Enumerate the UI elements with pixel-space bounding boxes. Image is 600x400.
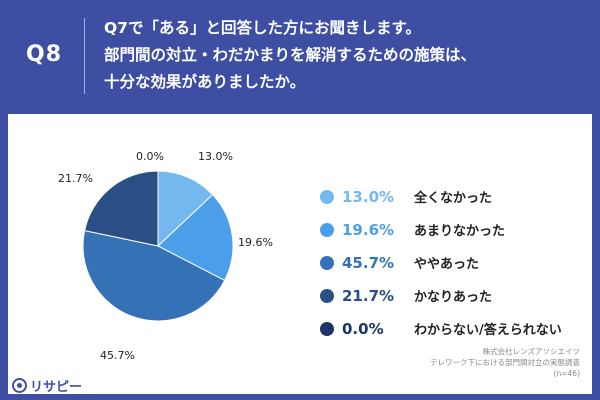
pie-slice-4 (84, 170, 159, 247)
pie-chart (82, 170, 234, 322)
legend-percent: 13.0% (342, 187, 395, 206)
legend-swatch (320, 321, 334, 336)
legend-swatch (320, 255, 334, 270)
pie-slice-3 (82, 229, 226, 322)
pie-data-label-4: 21.7% (58, 172, 93, 185)
pie-data-label-5: 0.0% (136, 150, 164, 163)
legend-label: あまりなかった (414, 224, 506, 239)
pie-data-label-3: 45.7% (100, 349, 135, 362)
legend-item-1: 13.0% 全くなかった (320, 180, 562, 213)
legend-item-4: 21.7% かなりあった (320, 279, 562, 312)
brand-logo: リサピー (12, 376, 82, 395)
legend-percent: 21.7% (342, 286, 395, 305)
question-text: Q7で「ある」と回答した方にお聞きします。 部門間の対立・わだかまりを解消するた… (104, 15, 584, 96)
pie-data-label-1: 13.0% (198, 150, 233, 163)
question-line-1: Q7で「ある」と回答した方にお聞きします。 (104, 19, 421, 37)
question-line-2: 部門間の対立・わだかまりを解消するための施策は、 (104, 46, 477, 64)
credit-survey-title: テレワーク下における部門間対立の実態調査 (430, 358, 580, 367)
header-divider (84, 18, 85, 94)
pie-slice-2 (157, 193, 234, 282)
chart-panel: 13.0% 19.6% 45.7% 21.7% 0.0% 13.0% 全くなかった 19.6… (8, 114, 592, 394)
risapi-logo-icon (12, 378, 27, 393)
pie-data-label-2: 19.6% (238, 236, 273, 249)
legend-item-5: 0.0% わからない/答えられない (320, 312, 562, 345)
legend-percent: 19.6% (342, 220, 395, 239)
question-number: Q8 (26, 42, 63, 67)
legend-swatch (320, 189, 334, 204)
survey-credit: 株式会社レンズアソシエイツ テレワーク下における部門間対立の実態調査 (n=46… (430, 346, 580, 379)
legend-percent: 0.0% (342, 319, 384, 338)
legend-label: ややあった (414, 257, 480, 272)
chart-legend: 13.0% 全くなかった 19.6% あまりなかった 45.7% ややあった 21.7% かな… (320, 180, 562, 345)
legend-label: 全くなかった (414, 191, 493, 206)
legend-label: かなりあった (414, 290, 493, 305)
question-line-3: 十分な効果がありましたか。 (104, 73, 306, 91)
legend-percent: 45.7% (342, 253, 395, 272)
legend-swatch (320, 288, 334, 303)
credit-company: 株式会社レンズアソシエイツ (482, 347, 580, 356)
legend-item-3: 45.7% ややあった (320, 246, 562, 279)
question-header: Q8 Q7で「ある」と回答した方にお聞きします。 部門間の対立・わだかまりを解消… (0, 0, 600, 112)
credit-sample-size: (n=46) (553, 369, 580, 378)
logo-text: リサピー (30, 380, 83, 395)
legend-swatch (320, 222, 334, 237)
pie-slice-1 (157, 170, 214, 248)
legend-item-2: 19.6% あまりなかった (320, 213, 562, 246)
legend-label: わからない/答えられない (414, 323, 562, 338)
